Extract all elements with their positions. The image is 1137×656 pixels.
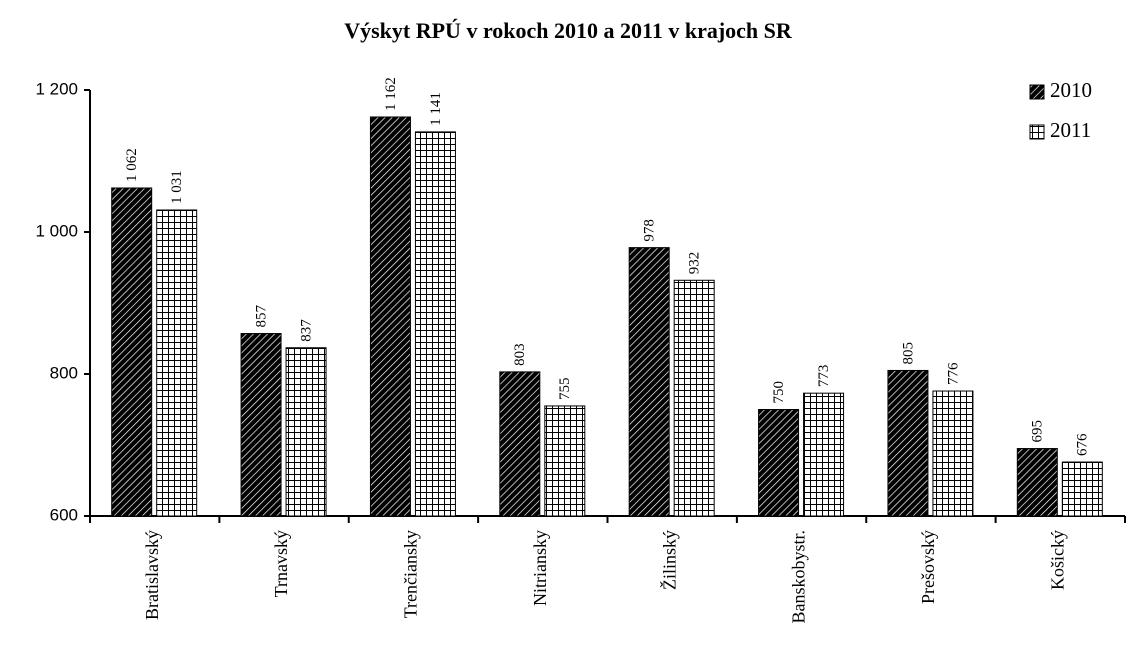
x-tick-label: Žilinský: [658, 530, 679, 590]
data-label: 1 062: [124, 148, 140, 182]
bar: [1016, 448, 1058, 517]
data-label: 805: [900, 342, 916, 365]
bar: [111, 187, 153, 517]
x-tick-label: Nitriansky: [530, 530, 550, 606]
y-tick-label: 600: [50, 505, 78, 524]
bar: [628, 247, 670, 517]
bar: [887, 369, 929, 517]
bar: [414, 131, 456, 517]
bar: [544, 405, 586, 517]
data-label: 755: [557, 377, 573, 400]
data-label: 1 162: [383, 77, 399, 111]
data-label: 803: [512, 343, 528, 366]
bar: [758, 409, 800, 517]
bar: [369, 116, 411, 517]
bar: [240, 333, 282, 517]
legend-swatch: [1029, 124, 1045, 140]
bar: [673, 279, 715, 517]
bar: [803, 392, 845, 517]
data-label: 776: [945, 362, 961, 385]
data-label: 695: [1030, 420, 1046, 443]
x-tick-label: Prešovský: [918, 530, 938, 604]
y-tick-label: 1 000: [35, 221, 78, 240]
data-label: 676: [1075, 433, 1091, 456]
legend-swatch: [1029, 84, 1045, 100]
bar: [499, 371, 541, 517]
bar: [285, 347, 327, 517]
data-label: 1 031: [169, 170, 185, 204]
y-tick-label: 1 200: [35, 79, 78, 98]
data-label: 750: [771, 381, 787, 404]
x-tick-label: Košický: [1047, 530, 1067, 590]
data-label: 932: [687, 252, 703, 275]
bar: [932, 390, 974, 517]
data-label: 1 141: [428, 92, 444, 126]
bar: [156, 209, 198, 517]
legend-label: 2011: [1050, 118, 1091, 142]
data-label: 978: [642, 219, 658, 242]
data-label: 857: [254, 305, 270, 328]
y-tick-label: 800: [50, 363, 78, 382]
legend-label: 2010: [1050, 78, 1092, 102]
data-label: 837: [299, 319, 315, 342]
data-label: 773: [816, 365, 832, 388]
x-tick-label: Trnavský: [271, 530, 291, 597]
chart-title: Výskyt RPÚ v rokoch 2010 a 2011 v krajoc…: [344, 18, 793, 43]
bar: [1061, 461, 1103, 517]
x-tick-label: Bratislavský: [142, 530, 162, 620]
x-tick-label: Trenčiansky: [401, 530, 421, 618]
x-tick-label: Banskobystr.: [789, 530, 809, 624]
